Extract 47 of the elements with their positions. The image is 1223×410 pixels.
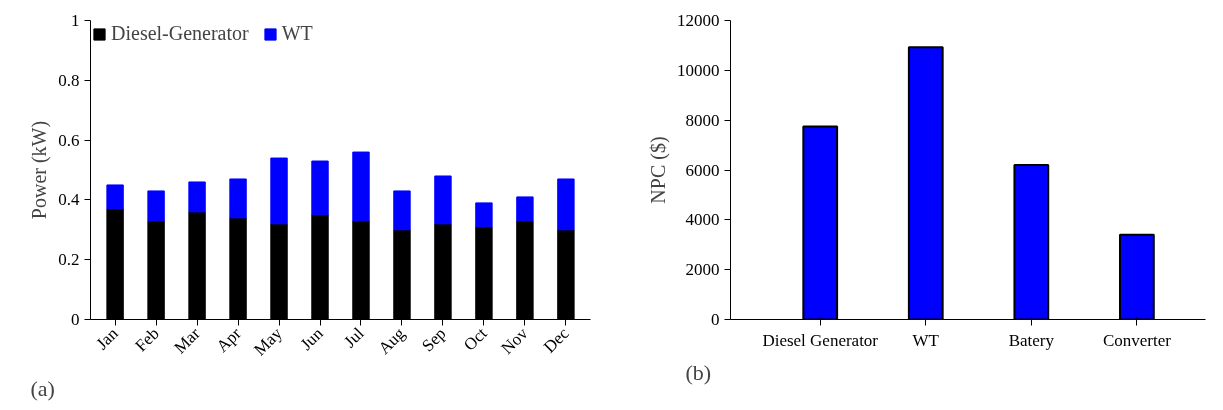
bar: [229, 178, 247, 219]
x-tick-label: Feb: [131, 323, 163, 356]
bar: [352, 151, 370, 222]
legend-label: Diesel-Generator: [111, 22, 249, 45]
bar: [106, 184, 124, 210]
y-tick-label: 0.6: [58, 130, 80, 150]
legend-label: WT: [281, 22, 313, 45]
y-axis-title: Power (kW): [28, 120, 52, 220]
y-tick-label: 10000: [677, 60, 720, 80]
y-tick-label: 0.4: [58, 190, 80, 210]
x-tick-label: Jun: [296, 323, 328, 354]
x-tick-label: WT: [912, 330, 940, 350]
bar: [311, 160, 329, 216]
y-tick-label: 4000: [685, 210, 720, 230]
x-tick-label: Converter: [1102, 330, 1172, 350]
bar: [147, 190, 165, 222]
x-tick-label: Mar: [170, 323, 205, 358]
text: (b): [685, 359, 712, 385]
x-tick-label: Apr: [212, 323, 245, 356]
y-tick-label: 6000: [685, 160, 720, 180]
x-tick-label: Jan: [92, 323, 123, 354]
y-tick-label: 0.2: [58, 250, 80, 270]
x-tick-label: Batery: [1008, 330, 1055, 350]
y-tick-label: 0: [711, 310, 720, 329]
x-tick-label: May: [250, 323, 287, 360]
bar: [270, 157, 288, 225]
x-tick-label: Jul: [340, 323, 368, 352]
y-tick-label: 8000: [685, 110, 720, 130]
bar: [475, 202, 493, 228]
x-tick-label: Aug: [374, 323, 410, 358]
bar: [393, 190, 411, 231]
bar: [434, 175, 452, 225]
x-tick-label: Nov: [497, 323, 532, 358]
bar: [516, 196, 534, 222]
bar: [188, 181, 206, 213]
y-tick-label: 0.8: [58, 70, 80, 90]
x-tick-label: Sep: [418, 323, 450, 356]
y-tick-label: 12000: [677, 11, 720, 30]
x-tick-label: Dec: [539, 323, 573, 357]
x-tick-label: Diesel Generator: [762, 330, 879, 350]
text: (a): [30, 375, 55, 401]
y-tick-label: 1: [71, 11, 80, 30]
bar: [557, 178, 575, 231]
y-axis-title: NPC ($): [647, 136, 670, 204]
y-tick-label: 2000: [685, 260, 720, 280]
y-tick-label: 0: [71, 310, 80, 329]
x-tick-label: Oct: [459, 323, 491, 355]
